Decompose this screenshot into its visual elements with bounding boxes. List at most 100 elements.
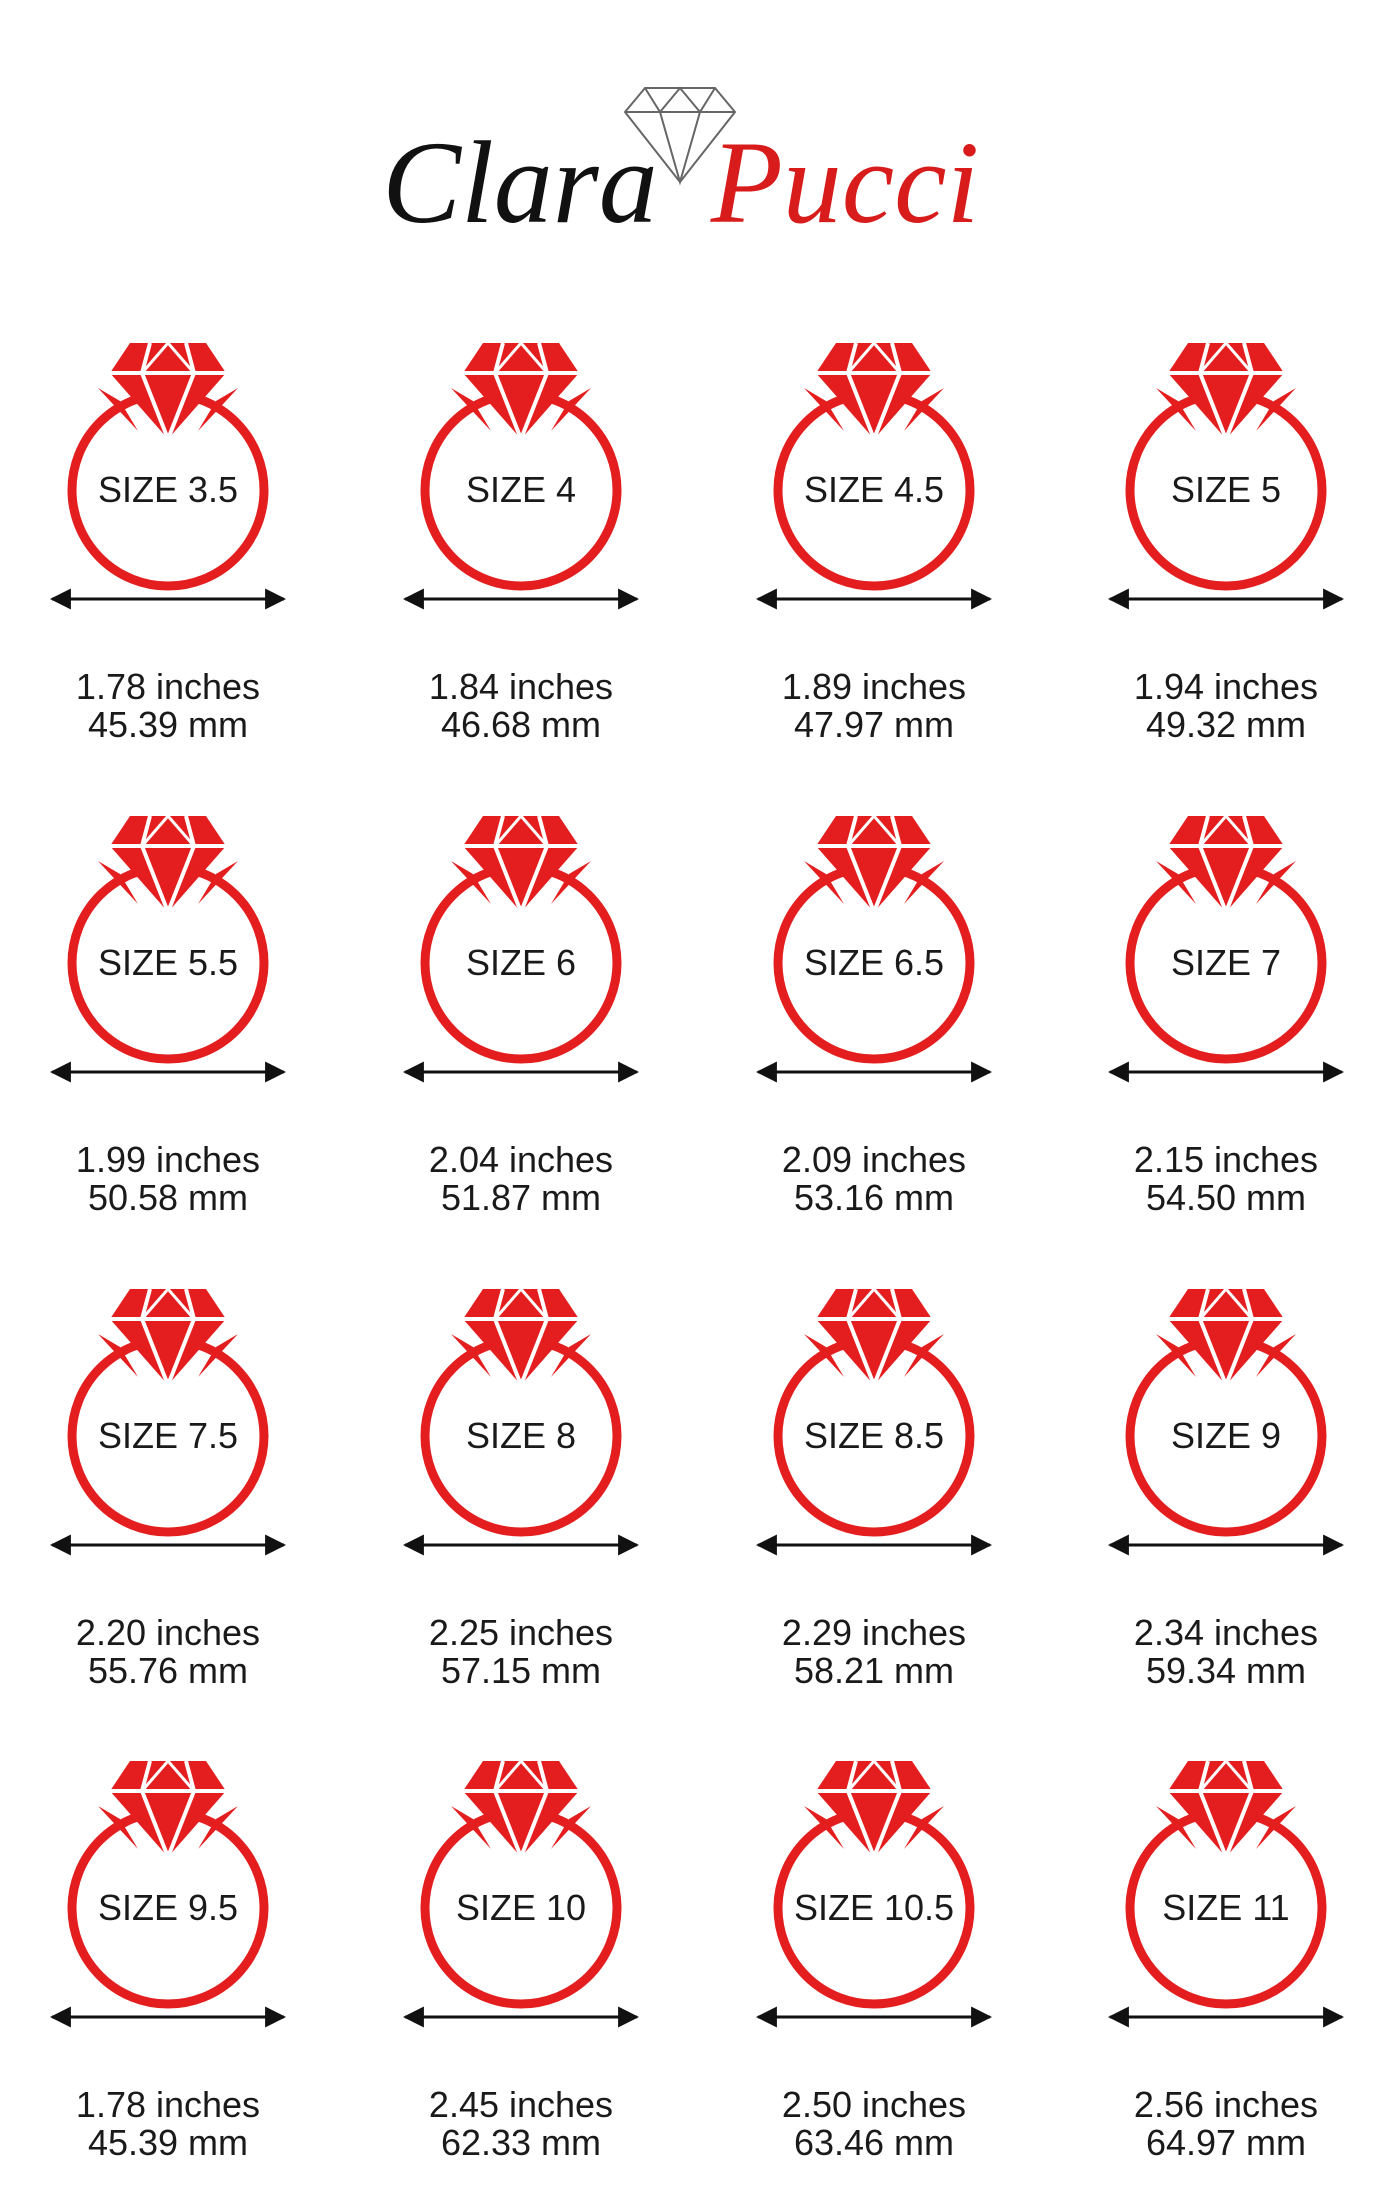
gem-facet bbox=[846, 340, 902, 374]
inches: 2.34 inches bbox=[1134, 1612, 1318, 1653]
size-label: SIZE 8.5 bbox=[804, 1415, 944, 1456]
millimeters: 47.97 mm bbox=[794, 704, 954, 745]
gem bbox=[816, 343, 932, 439]
prong bbox=[198, 1806, 238, 1849]
prong bbox=[1156, 388, 1196, 431]
gem-facet bbox=[1197, 1760, 1255, 1863]
prong bbox=[804, 1334, 844, 1377]
inches: 2.20 inches bbox=[76, 1612, 260, 1653]
prong bbox=[1156, 1334, 1196, 1377]
millimeters: 53.16 mm bbox=[794, 1177, 954, 1218]
prong bbox=[1256, 1334, 1296, 1377]
prong bbox=[551, 1806, 591, 1849]
gem-facet bbox=[139, 1288, 197, 1391]
size-label: SIZE 6 bbox=[466, 942, 576, 983]
gem bbox=[110, 816, 226, 912]
gem-facet bbox=[493, 1758, 549, 1792]
gem-facet bbox=[846, 813, 902, 847]
size-label: SIZE 11 bbox=[1162, 1887, 1289, 1928]
brand-second: Pucci bbox=[710, 117, 980, 248]
size-label: SIZE 4 bbox=[466, 469, 576, 510]
millimeters: 64.97 mm bbox=[1146, 2122, 1306, 2163]
gem-facet bbox=[492, 1760, 550, 1863]
gem bbox=[463, 1289, 579, 1385]
millimeters: 49.32 mm bbox=[1146, 704, 1306, 745]
size-label: SIZE 7.5 bbox=[98, 1415, 238, 1456]
gem-facet bbox=[1197, 342, 1255, 445]
prong bbox=[451, 1806, 491, 1849]
gem-facet bbox=[1198, 1286, 1254, 1320]
gem bbox=[110, 343, 226, 439]
size-label: SIZE 5.5 bbox=[98, 942, 238, 983]
gem-facet bbox=[492, 342, 550, 445]
prong bbox=[1156, 861, 1196, 904]
inches: 1.84 inches bbox=[429, 666, 613, 707]
prong bbox=[451, 861, 491, 904]
inches: 2.45 inches bbox=[429, 2084, 613, 2125]
prong bbox=[98, 861, 138, 904]
gem-facet bbox=[846, 1286, 902, 1320]
gem-facet bbox=[845, 342, 903, 445]
prong bbox=[904, 1334, 944, 1377]
gem-facet bbox=[140, 813, 196, 847]
inches: 1.99 inches bbox=[76, 1139, 260, 1180]
inches: 2.04 inches bbox=[429, 1139, 613, 1180]
millimeters: 51.87 mm bbox=[441, 1177, 601, 1218]
gem-facet bbox=[492, 815, 550, 918]
prong bbox=[1156, 1806, 1196, 1849]
gem-facet bbox=[493, 1286, 549, 1320]
size-label: SIZE 4.5 bbox=[804, 469, 944, 510]
prong bbox=[98, 1806, 138, 1849]
prong bbox=[198, 388, 238, 431]
gem-facet bbox=[1197, 815, 1255, 918]
prong bbox=[98, 1334, 138, 1377]
size-label: SIZE 3.5 bbox=[98, 469, 238, 510]
gem bbox=[816, 1761, 932, 1857]
size-label: SIZE 9 bbox=[1171, 1415, 1281, 1456]
prong bbox=[904, 1806, 944, 1849]
prong bbox=[1256, 388, 1296, 431]
gem bbox=[816, 816, 932, 912]
prong bbox=[804, 388, 844, 431]
brand-first: Clara bbox=[382, 117, 657, 248]
size-label: SIZE 9.5 bbox=[98, 1887, 238, 1928]
inches: 2.09 inches bbox=[782, 1139, 966, 1180]
gem-facet bbox=[493, 813, 549, 847]
inches: 1.78 inches bbox=[76, 666, 260, 707]
millimeters: 55.76 mm bbox=[88, 1650, 248, 1691]
millimeters: 58.21 mm bbox=[794, 1650, 954, 1691]
prong bbox=[451, 388, 491, 431]
size-label: SIZE 5 bbox=[1171, 469, 1281, 510]
gem bbox=[1168, 816, 1284, 912]
prong bbox=[1256, 1806, 1296, 1849]
gem-facet bbox=[1198, 340, 1254, 374]
inches: 2.15 inches bbox=[1134, 1139, 1318, 1180]
gem bbox=[1168, 1289, 1284, 1385]
millimeters: 46.68 mm bbox=[441, 704, 601, 745]
gem-facet bbox=[139, 815, 197, 918]
millimeters: 45.39 mm bbox=[88, 2122, 248, 2163]
size-label: SIZE 10.5 bbox=[794, 1887, 954, 1928]
millimeters: 62.33 mm bbox=[441, 2122, 601, 2163]
inches: 2.50 inches bbox=[782, 2084, 966, 2125]
gem-facet bbox=[846, 1758, 902, 1792]
prong bbox=[904, 861, 944, 904]
gem bbox=[1168, 1761, 1284, 1857]
gem-facet bbox=[139, 1760, 197, 1863]
gem-facet bbox=[140, 340, 196, 374]
inches: 1.89 inches bbox=[782, 666, 966, 707]
gem bbox=[816, 1289, 932, 1385]
gem-facet bbox=[845, 1288, 903, 1391]
prong bbox=[198, 861, 238, 904]
prong bbox=[198, 1334, 238, 1377]
gem bbox=[110, 1761, 226, 1857]
gem-facet bbox=[1197, 1288, 1255, 1391]
gem-facet bbox=[1198, 813, 1254, 847]
millimeters: 57.15 mm bbox=[441, 1650, 601, 1691]
prong bbox=[1256, 861, 1296, 904]
gem-facet bbox=[845, 1760, 903, 1863]
gem bbox=[1168, 343, 1284, 439]
inches: 1.78 inches bbox=[76, 2084, 260, 2125]
millimeters: 63.46 mm bbox=[794, 2122, 954, 2163]
